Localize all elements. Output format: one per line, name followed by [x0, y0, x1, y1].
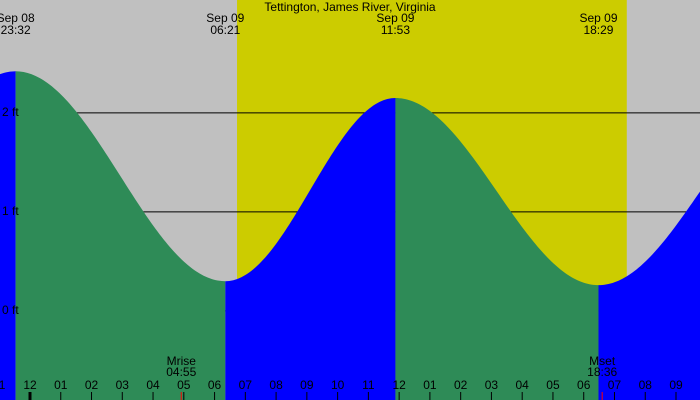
x-tick-label: 11	[362, 378, 375, 392]
rising-tide	[225, 98, 396, 400]
x-tick-label: 05	[546, 378, 560, 392]
x-tick-label: 08	[639, 378, 653, 392]
x-tick-label: 06	[577, 378, 591, 392]
event-date: Sep 09	[376, 11, 414, 25]
moon-label: Mset	[589, 354, 616, 368]
moon-time: 18:36	[587, 365, 617, 379]
y-tick-label: 2 ft	[2, 105, 19, 119]
x-tick-label: 07	[608, 378, 622, 392]
y-tick-label: 1 ft	[2, 204, 19, 218]
x-tick-label: 07	[239, 378, 253, 392]
moon-label: Mrise	[167, 354, 197, 368]
x-tick-label: 04	[516, 378, 530, 392]
x-tick-label: 12	[392, 378, 406, 392]
event-date: Sep 09	[206, 11, 244, 25]
event-date: Sep 09	[579, 11, 617, 25]
event-date: Sep 08	[0, 11, 35, 25]
x-tick-label: 08	[269, 378, 283, 392]
x-tick-label: 02	[454, 378, 468, 392]
chart-title: Tettington, James River, Virginia	[264, 0, 436, 14]
x-tick-label: 10	[331, 378, 345, 392]
x-tick-label: 11	[0, 378, 6, 392]
x-tick-label: 02	[85, 378, 99, 392]
x-tick-label: 09	[669, 378, 683, 392]
rising-tide	[0, 71, 16, 400]
x-tick-label: 09	[300, 378, 314, 392]
x-tick-label: 03	[116, 378, 130, 392]
x-tick-label: 12	[23, 378, 37, 392]
x-tick-label: 06	[208, 378, 222, 392]
event-time: 11:53	[381, 23, 410, 37]
x-tick-label: 04	[146, 378, 160, 392]
rising-tide	[598, 191, 700, 400]
moon-time: 04:55	[166, 365, 196, 379]
y-tick-label: 0 ft	[2, 303, 19, 317]
x-tick-label: 01	[54, 378, 68, 392]
x-tick-label: 03	[485, 378, 499, 392]
falling-tide	[395, 98, 599, 400]
x-tick-label: 05	[177, 378, 191, 392]
x-tick-label: 01	[423, 378, 437, 392]
event-time: 23:32	[1, 23, 31, 37]
event-time: 06:21	[210, 23, 240, 37]
event-time: 18:29	[583, 23, 613, 37]
falling-tide	[15, 71, 226, 400]
